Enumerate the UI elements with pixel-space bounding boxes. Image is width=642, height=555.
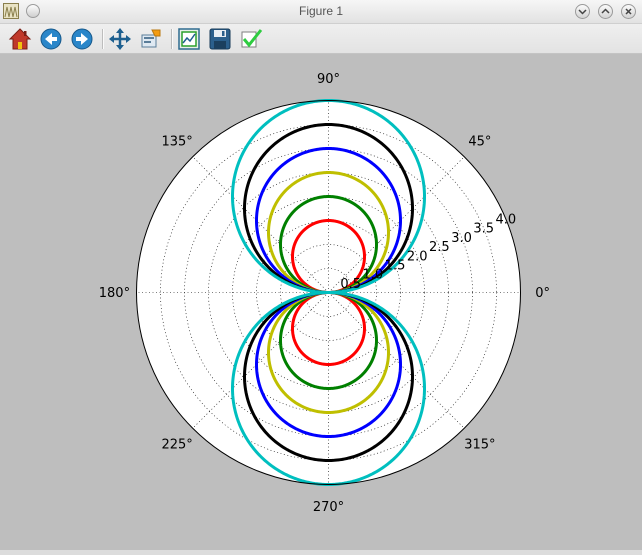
save-icon — [209, 28, 231, 50]
theta-tick-label: 135° — [161, 135, 192, 150]
polar-plot: 0° 45° 90° 135° 180° 225° 270° 315° 0.51.01.52.0… — [99, 72, 550, 515]
app-icon — [3, 3, 19, 19]
theta-tick-label: 0° — [535, 286, 550, 301]
theta-tick-label: 180° — [99, 286, 130, 301]
subplots-button[interactable] — [176, 26, 202, 52]
theta-tick-label: 45° — [468, 135, 491, 150]
r-tick-label: 0.5 — [340, 277, 361, 292]
zoom-icon — [141, 29, 161, 48]
forward-button[interactable] — [69, 26, 95, 52]
r-gridline — [280, 244, 377, 341]
series-line — [231, 99, 426, 486]
toolbar-separator — [171, 29, 172, 49]
pan-icon — [109, 28, 131, 50]
chevron-up-icon — [601, 8, 610, 14]
theta-gridline — [192, 156, 329, 293]
r-tick-label: 3.5 — [473, 222, 494, 237]
r-tick-label: 2.0 — [407, 249, 428, 264]
r-tick-label: 3.0 — [451, 231, 472, 246]
pan-button[interactable] — [107, 26, 133, 52]
r-tick-label: 1.0 — [363, 268, 384, 283]
maximize-button[interactable] — [598, 4, 613, 19]
theta-tick-label: 225° — [161, 437, 192, 452]
theta-tick-label: 315° — [464, 437, 495, 452]
window-menu-button[interactable] — [26, 4, 40, 18]
theta-gridline — [328, 292, 465, 429]
chevron-down-icon — [578, 9, 587, 15]
minimize-button[interactable] — [575, 4, 590, 19]
back-icon — [40, 28, 62, 50]
subplots-icon — [178, 28, 200, 50]
theta-tick-label: 90° — [317, 72, 340, 87]
window-title: Figure 1 — [298, 4, 344, 18]
figure-toolbar — [0, 24, 642, 54]
close-button[interactable] — [621, 4, 636, 19]
r-gridline — [304, 268, 353, 317]
r-tick-label: 2.5 — [429, 240, 450, 255]
back-button[interactable] — [38, 26, 64, 52]
polar-axes-frame — [136, 100, 521, 485]
r-tick-label: 1.5 — [385, 258, 406, 273]
polar-series — [231, 99, 426, 486]
theta-gridline — [192, 292, 329, 429]
window-bottom-edge — [0, 550, 642, 555]
theta-gridline — [328, 156, 465, 293]
theta-tick-label: 270° — [313, 500, 344, 515]
forward-icon — [71, 28, 93, 50]
figure-canvas[interactable]: 0° 45° 90° 135° 180° 225° 270° 315° 0.5 1.0 1.5 2.0… — [0, 54, 642, 550]
window-titlebar: Figure 1 — [0, 0, 642, 24]
home-button[interactable] — [7, 26, 33, 52]
home-icon — [8, 28, 32, 50]
toolbar-separator — [102, 29, 103, 49]
zoom-button[interactable] — [138, 26, 164, 52]
r-tick-label: 4.0 — [496, 213, 517, 228]
edit-axis-icon — [241, 29, 263, 48]
edit-axis-button[interactable] — [238, 26, 264, 52]
close-icon — [625, 8, 632, 15]
polar-tick-labels: 0° 45° 90° 135° 180° 225° 270° 315° 0.51.01.52.0… — [99, 72, 550, 515]
save-button[interactable] — [207, 26, 233, 52]
